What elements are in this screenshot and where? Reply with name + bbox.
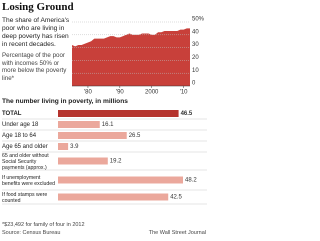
bar xyxy=(58,157,108,165)
x-tick-label: '80 xyxy=(84,90,92,96)
category-label: If unemployment benefits were excluded xyxy=(2,174,56,187)
y-tick-label: 0 xyxy=(192,81,196,87)
page: Losing Ground The share of America's poo… xyxy=(2,1,207,236)
category-label: Under age 18 xyxy=(2,122,39,128)
value-label: 16.1 xyxy=(102,122,114,128)
value-label: 3.9 xyxy=(70,144,79,150)
credit: The Wall Street Journal xyxy=(148,230,206,236)
value-label: 26.5 xyxy=(129,133,141,139)
area-title: The share of America's poor who are livi… xyxy=(2,17,70,48)
category-label: 65 and older without Social Security pay… xyxy=(2,152,49,171)
x-tick-label: 2000 xyxy=(145,90,159,96)
bar xyxy=(58,193,169,201)
footnote: *$23,492 for family of four in 2012 xyxy=(2,222,85,228)
value-label: 42.5 xyxy=(170,195,182,201)
category-label: If food stamps were counted xyxy=(2,191,48,204)
value-label: 48.2 xyxy=(185,178,197,184)
bar-title: The number living in poverty, in million… xyxy=(2,98,128,105)
y-tick-label: 50% xyxy=(192,17,205,23)
x-tick-label: '90 xyxy=(116,90,124,96)
bar xyxy=(58,110,179,117)
value-label: 19.2 xyxy=(110,159,122,165)
bar xyxy=(58,143,69,150)
bar xyxy=(58,176,183,184)
x-tick-label: '10 xyxy=(180,90,188,96)
category-label: Age 18 to 64 xyxy=(2,133,37,139)
bar xyxy=(58,121,100,128)
chart: 0 10 20 30 40 50% '80 '90 2000 '10 46.5 16.1 26.5 3.9… xyxy=(2,17,207,205)
source: Source: Census Bureau xyxy=(2,230,61,236)
y-tick-label: 30 xyxy=(192,42,199,48)
category-label: TOTAL xyxy=(2,111,22,117)
y-tick-label: 10 xyxy=(192,68,199,74)
bar xyxy=(58,132,127,139)
y-tick-label: 40 xyxy=(192,29,199,35)
area-subtitle: Percentage of the poor with incomes 50% … xyxy=(2,52,67,82)
category-label: Age 65 and older xyxy=(2,144,48,150)
y-tick-label: 20 xyxy=(192,55,199,61)
value-label: 46.5 xyxy=(181,111,193,117)
title: Losing Ground xyxy=(2,1,74,13)
area xyxy=(72,28,190,86)
